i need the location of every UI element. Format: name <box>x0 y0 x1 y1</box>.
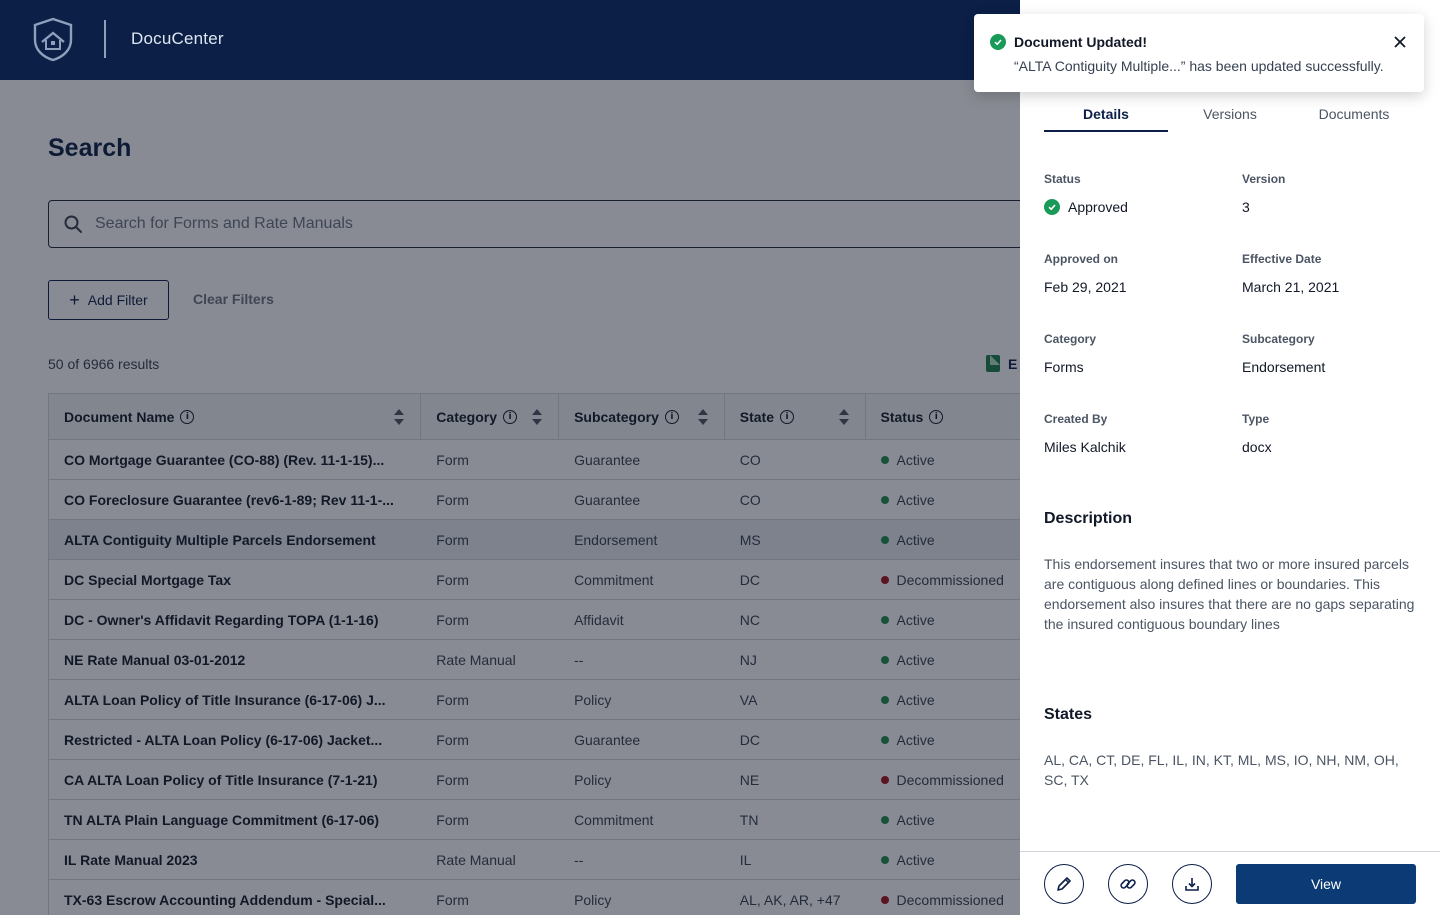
pencil-icon <box>1057 877 1071 891</box>
header-divider <box>104 20 106 58</box>
edit-button[interactable] <box>1044 864 1084 904</box>
created-by-field: Created By Miles Kalchik <box>1044 412 1126 455</box>
subcategory-field: Subcategory Endorsement <box>1242 332 1325 375</box>
subcategory-label: Subcategory <box>1242 332 1315 346</box>
category-value: Forms <box>1044 359 1084 375</box>
toast-title: Document Updated! <box>1014 34 1147 50</box>
status-field: Status Approved <box>1044 172 1128 215</box>
panel-tabs: Details Versions Documents <box>1044 96 1416 132</box>
success-check-icon <box>990 34 1006 50</box>
created-by-value: Miles Kalchik <box>1044 439 1126 455</box>
document-details-panel: Details Versions Documents Status Approv… <box>1020 0 1440 915</box>
type-field: Type docx <box>1242 412 1272 455</box>
approved-on-field: Approved on Feb 29, 2021 <box>1044 252 1127 295</box>
version-value: 3 <box>1242 199 1250 215</box>
created-by-label: Created By <box>1044 412 1108 426</box>
approved-on-label: Approved on <box>1044 252 1118 266</box>
panel-footer: View <box>1020 851 1440 915</box>
toast-notification: Document Updated! “ALTA Contiguity Multi… <box>974 14 1424 92</box>
description-text: This endorsement insures that two or mor… <box>1044 556 1415 632</box>
description-title: Description <box>1044 510 1133 527</box>
version-field: Version 3 <box>1242 172 1285 215</box>
effective-date-label: Effective Date <box>1242 252 1322 266</box>
effective-date-field: Effective Date March 21, 2021 <box>1242 252 1339 295</box>
category-field: Category Forms <box>1044 332 1096 375</box>
version-label: Version <box>1242 172 1286 186</box>
download-button[interactable] <box>1172 864 1212 904</box>
close-icon[interactable] <box>1392 34 1408 50</box>
view-button[interactable]: View <box>1236 864 1416 904</box>
check-circle-icon <box>1044 199 1060 215</box>
tab-versions[interactable]: Versions <box>1203 106 1257 122</box>
status-value: Approved <box>1068 199 1128 215</box>
subcategory-value: Endorsement <box>1242 359 1326 375</box>
states-title: States <box>1044 706 1093 723</box>
status-label: Status <box>1044 172 1081 186</box>
toast-message: “ALTA Contiguity Multiple...” has been u… <box>1014 58 1384 74</box>
effective-date-value: March 21, 2021 <box>1242 279 1340 295</box>
link-icon <box>1120 879 1136 889</box>
type-label: Type <box>1242 412 1270 426</box>
tab-details[interactable]: Details <box>1044 96 1168 132</box>
download-icon <box>1185 878 1199 891</box>
tab-documents[interactable]: Documents <box>1318 106 1390 122</box>
copy-link-button[interactable] <box>1108 864 1148 904</box>
category-label: Category <box>1044 332 1097 346</box>
type-value: docx <box>1242 439 1272 455</box>
approved-on-value: Feb 29, 2021 <box>1044 279 1127 295</box>
modal-backdrop[interactable] <box>0 80 1020 915</box>
shield-logo-icon[interactable] <box>30 16 76 62</box>
states-text: AL, CA, CT, DE, FL, IL, IN, KT, ML, MS, … <box>1044 752 1399 788</box>
app-title: DocuCenter <box>131 29 224 48</box>
